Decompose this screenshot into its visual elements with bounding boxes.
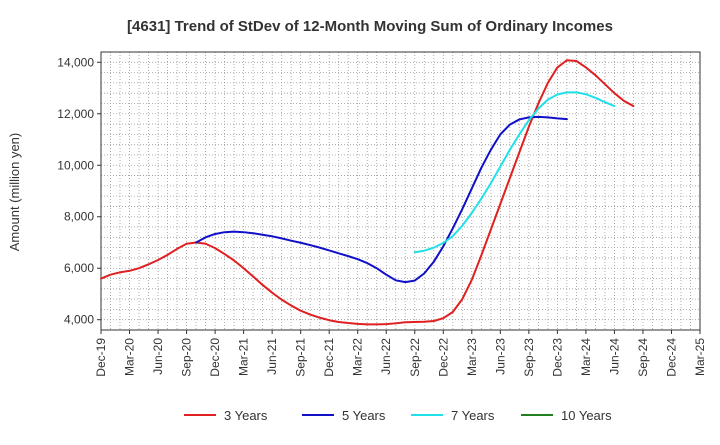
x-tick-label: Mar-23 <box>465 338 479 376</box>
x-tick-label: Dec-20 <box>208 338 222 377</box>
x-tick-label: Jun-24 <box>607 338 621 375</box>
x-tick-label: Sep-23 <box>522 338 536 377</box>
grid-layer <box>100 51 701 331</box>
x-tick-label: Dec-21 <box>322 338 336 377</box>
legend-label: 7 Years <box>451 408 495 423</box>
x-tick-label: Mar-25 <box>693 338 707 376</box>
x-tick-label: Mar-22 <box>351 338 365 376</box>
series-layer <box>100 59 635 326</box>
legend-label: 10 Years <box>561 408 612 423</box>
legend: 3 Years 5 Years 7 Years 10 Years <box>184 408 612 423</box>
y-tick-label: 6,000 <box>64 261 94 275</box>
x-tick-label: Jun-22 <box>379 338 393 375</box>
x-tick-label: Jun-20 <box>151 338 165 375</box>
y-tick-label: 12,000 <box>57 107 94 121</box>
x-tick-label: Jun-21 <box>265 338 279 375</box>
x-tick-label: Mar-21 <box>237 338 251 376</box>
x-tick-label: Sep-20 <box>180 338 194 377</box>
x-tick-label: Mar-24 <box>579 338 593 376</box>
legend-label: 3 Years <box>224 408 268 423</box>
x-tick-label: Dec-22 <box>436 338 450 377</box>
legend-label: 5 Years <box>342 408 386 423</box>
y-axis-label: Amount (million yen) <box>7 133 22 252</box>
x-tick-label: Dec-23 <box>550 338 564 377</box>
plot-frame <box>100 51 701 331</box>
x-tick-label: Sep-21 <box>294 338 308 377</box>
x-tick-label: Sep-24 <box>636 338 650 377</box>
y-tick-label: 10,000 <box>57 158 94 172</box>
plot-area <box>101 52 700 330</box>
y-tick-label: 14,000 <box>57 55 94 69</box>
x-tick-label: Mar-20 <box>123 338 137 376</box>
y-tick-label: 8,000 <box>64 210 94 224</box>
x-tick-label: Dec-24 <box>664 338 678 377</box>
x-tick-label: Jun-23 <box>493 338 507 375</box>
chart-title: [4631] Trend of StDev of 12-Month Moving… <box>127 18 613 35</box>
series-line-3-years <box>100 59 635 326</box>
y-tick-label: 4,000 <box>64 313 94 327</box>
series-line-5-years <box>195 115 568 284</box>
axes-layer: 4,000 6,000 8,000 10,000 12,000 14,000 Dec-19 M… <box>57 51 707 377</box>
x-tick-label: Sep-22 <box>408 338 422 377</box>
x-tick-label: Dec-19 <box>94 338 108 377</box>
series-line-7-years <box>413 91 616 254</box>
